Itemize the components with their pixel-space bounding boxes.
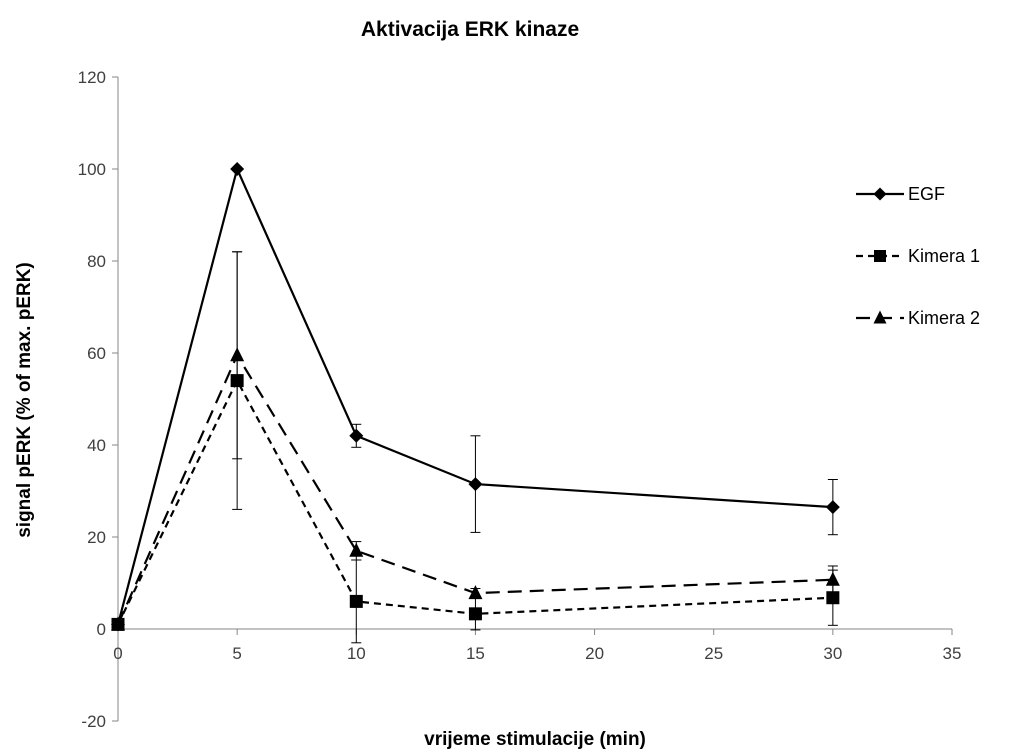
chart-title: Aktivacija ERK kinaze — [361, 18, 579, 41]
legend-label: Kimera 2 — [908, 308, 980, 328]
data-point — [230, 162, 245, 176]
y-tick-label: 120 — [78, 68, 106, 87]
x-tick-label: 25 — [704, 644, 723, 663]
data-point — [825, 500, 840, 515]
axes: -20 0 20 40 60 80 100 120 0 5 10 15 20 25 30 35 — [78, 68, 962, 731]
legend-item-kimera-2: Kimera 2 — [856, 308, 980, 328]
data-point — [468, 477, 483, 492]
x-tick-label: 0 — [113, 644, 122, 663]
legend-label: EGF — [908, 184, 945, 204]
data-point — [468, 607, 482, 621]
x-tick-label: 10 — [347, 644, 366, 663]
series-kimera-2 — [111, 251, 840, 631]
data-point — [111, 616, 125, 631]
series-group — [111, 162, 840, 644]
y-tick-label: 20 — [87, 528, 106, 547]
legend-marker — [873, 187, 887, 201]
y-tick-label: 100 — [78, 160, 106, 179]
data-point — [468, 585, 483, 600]
y-tick-label: -20 — [81, 712, 106, 731]
series-egf — [111, 162, 840, 632]
y-tick-label: 40 — [87, 436, 106, 455]
y-axis-label: signal pERK (% of max. pERK) — [14, 262, 35, 538]
x-axis-label: vrijeme stimulacije (min) — [424, 729, 646, 750]
legend: EGF Kimera 1 Kimera 2 — [856, 184, 980, 328]
legend-label: Kimera 1 — [908, 246, 980, 266]
y-tick-label: 0 — [97, 620, 106, 639]
data-point — [825, 571, 840, 586]
legend-marker — [873, 310, 887, 324]
y-tick-label: 60 — [87, 344, 106, 363]
x-tick-label: 5 — [232, 644, 241, 663]
data-point — [826, 591, 840, 605]
data-point — [349, 594, 363, 608]
data-point — [230, 347, 245, 362]
legend-marker — [874, 250, 886, 262]
y-tick-label: 80 — [87, 252, 106, 271]
x-tick-label: 15 — [466, 644, 485, 663]
series-line — [116, 165, 833, 625]
x-tick-label: 20 — [585, 644, 604, 663]
data-point — [349, 542, 364, 557]
x-tick-label: 30 — [823, 644, 842, 663]
data-point — [349, 428, 364, 443]
x-tick-label: 35 — [943, 644, 962, 663]
legend-item-egf: EGF — [856, 184, 945, 204]
legend-item-kimera-1: Kimera 1 — [856, 246, 980, 266]
